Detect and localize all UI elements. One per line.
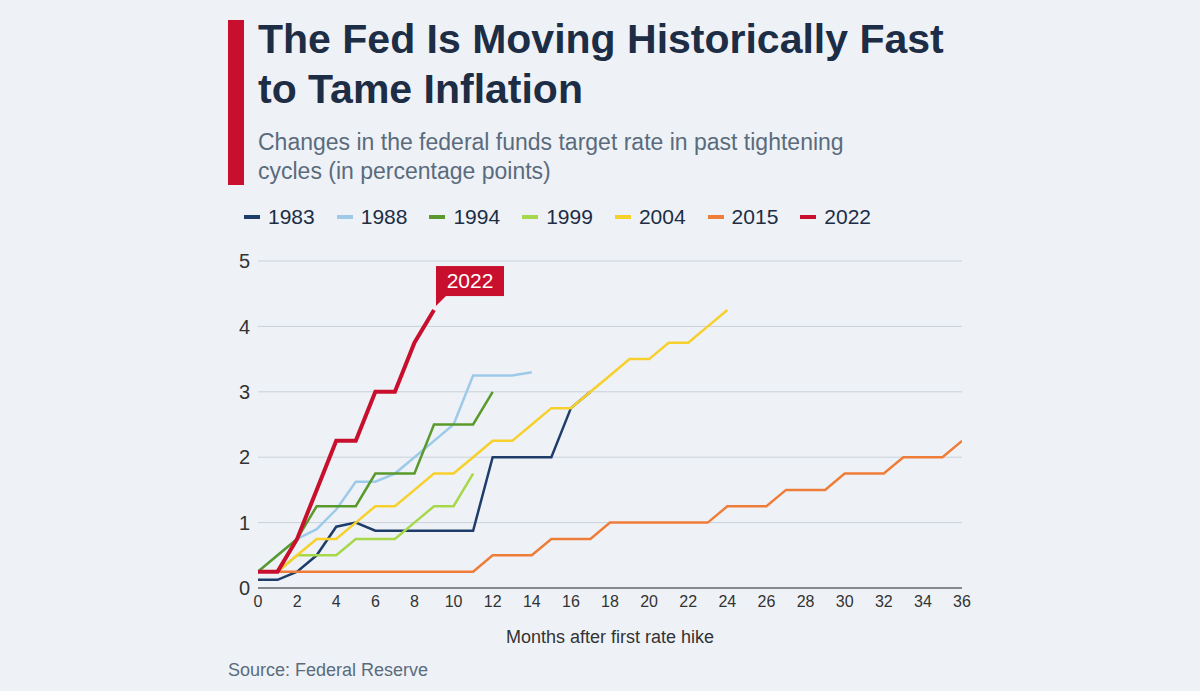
svg-text:0: 0 <box>239 577 250 599</box>
svg-text:32: 32 <box>875 593 893 610</box>
svg-text:26: 26 <box>758 593 776 610</box>
svg-text:30: 30 <box>836 593 854 610</box>
html-text:2022: 2022 <box>824 205 871 228</box>
svg-text:20: 20 <box>640 593 658 610</box>
svg-text:16: 16 <box>562 593 580 610</box>
html-text:The Fed Is Moving Historically: The Fed Is Moving Historically Fast to T… <box>258 16 944 112</box>
svg-text:14: 14 <box>523 593 541 610</box>
html-text:1999: 1999 <box>546 205 593 228</box>
html-text:1988: 1988 <box>360 205 408 228</box>
svg-text:4: 4 <box>239 316 250 338</box>
svg-text:6: 6 <box>371 593 380 610</box>
html-text:2015: 2015 <box>731 205 779 228</box>
svg-text:3: 3 <box>239 381 250 403</box>
svg-text:0: 0 <box>254 593 263 610</box>
html-text:1994: 1994 <box>453 205 501 228</box>
svg-text:4: 4 <box>332 593 341 610</box>
html-text:Source: Federal Reserve: Source: Federal Reserve <box>228 660 429 680</box>
svg-text:10: 10 <box>445 593 463 610</box>
svg-text:2: 2 <box>293 593 302 610</box>
svg-text:18: 18 <box>601 593 619 610</box>
html-text:Changes in the federal funds t: Changes in the federal funds target rate… <box>258 129 844 184</box>
html-text:2004: 2004 <box>638 205 686 228</box>
svg-text:2: 2 <box>239 446 250 468</box>
svg-text:8: 8 <box>410 593 419 610</box>
html-text:1983: 1983 <box>268 205 315 228</box>
svg-text:5: 5 <box>239 250 250 272</box>
svg-text:12: 12 <box>484 593 502 610</box>
svg-text:22: 22 <box>679 593 697 610</box>
svg-text:28: 28 <box>797 593 815 610</box>
svg-text:1: 1 <box>239 512 250 534</box>
svg-text:36: 36 <box>953 593 971 610</box>
svg-text:2022: 2022 <box>447 269 494 292</box>
svg-text:34: 34 <box>914 593 932 610</box>
svg-text:24: 24 <box>718 593 736 610</box>
svg-text:Months after first rate hike: Months after first rate hike <box>506 627 714 645</box>
